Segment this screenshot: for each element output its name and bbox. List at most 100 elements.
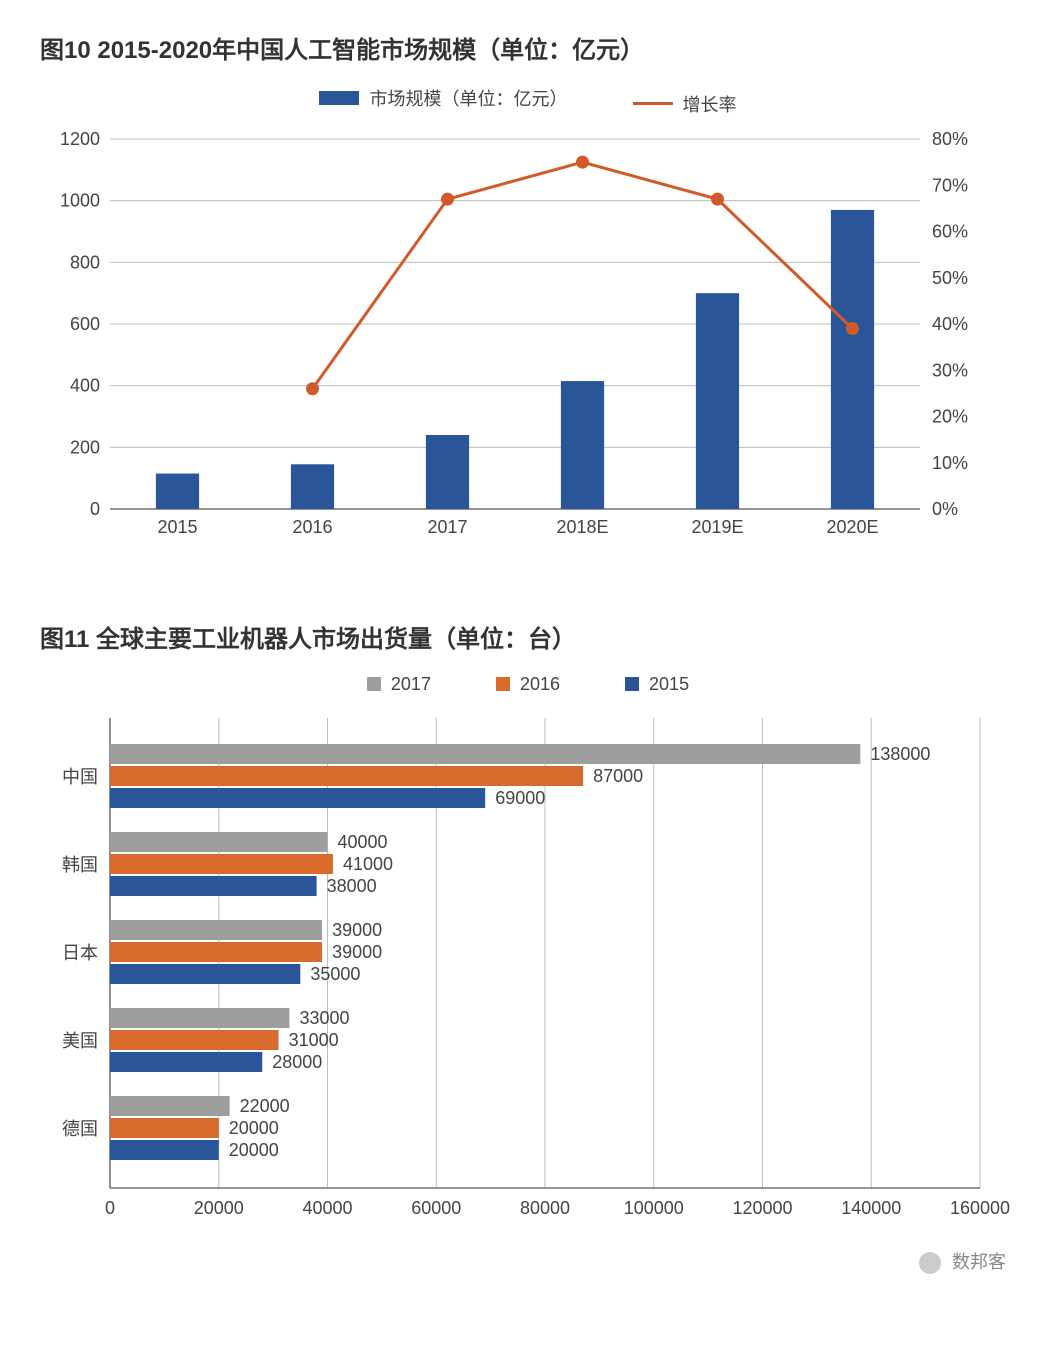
chart2-bar	[110, 832, 328, 852]
svg-text:0%: 0%	[932, 499, 958, 519]
svg-text:33000: 33000	[299, 1008, 349, 1028]
svg-text:100000: 100000	[624, 1198, 684, 1218]
chart2-bar	[110, 1030, 279, 1050]
chart2-bar	[110, 1008, 289, 1028]
chart1-legend-bar-label: 市场规模（单位：亿元）	[369, 85, 567, 111]
svg-text:20000: 20000	[229, 1140, 279, 1160]
chart2-bar	[110, 1052, 262, 1072]
wechat-icon	[919, 1252, 941, 1274]
svg-text:0: 0	[90, 499, 100, 519]
svg-text:美国: 美国	[62, 1031, 98, 1051]
svg-text:22000: 22000	[240, 1096, 290, 1116]
svg-text:39000: 39000	[332, 942, 382, 962]
chart1-bar	[696, 293, 739, 509]
svg-text:中国: 中国	[62, 767, 98, 787]
svg-text:800: 800	[70, 252, 100, 272]
chart1-marker	[307, 382, 319, 394]
svg-text:德国: 德国	[62, 1119, 98, 1139]
svg-text:120000: 120000	[732, 1198, 792, 1218]
svg-text:1200: 1200	[60, 129, 100, 149]
svg-text:31000: 31000	[289, 1030, 339, 1050]
svg-text:40000: 40000	[302, 1198, 352, 1218]
chart1-bar	[156, 473, 199, 508]
svg-text:140000: 140000	[841, 1198, 901, 1218]
svg-text:韩国: 韩国	[62, 855, 98, 875]
chart2-bar	[110, 920, 322, 940]
svg-text:50%: 50%	[932, 267, 968, 287]
svg-text:40%: 40%	[932, 314, 968, 334]
svg-text:1000: 1000	[60, 190, 100, 210]
svg-text:138000: 138000	[870, 744, 930, 764]
chart2-legend-label-2017: 2017	[391, 674, 431, 695]
footer: 数邦客	[40, 1248, 1016, 1274]
svg-text:70%: 70%	[932, 175, 968, 195]
chart2-bar	[110, 876, 317, 896]
chart2-legend-2015: 2015	[625, 674, 689, 695]
svg-text:80000: 80000	[520, 1198, 570, 1218]
swatch-2016	[496, 677, 510, 691]
chart1-bar	[561, 381, 604, 509]
chart1-bar	[291, 464, 334, 509]
line-swatch	[633, 102, 673, 105]
svg-text:0: 0	[105, 1198, 115, 1218]
svg-text:日本: 日本	[62, 943, 98, 963]
svg-text:39000: 39000	[332, 920, 382, 940]
chart1-legend-line-label: 增长率	[683, 91, 737, 117]
svg-text:80%: 80%	[932, 129, 968, 149]
chart2-bar	[110, 854, 333, 874]
bar-swatch	[319, 91, 359, 105]
svg-text:20000: 20000	[194, 1198, 244, 1218]
svg-text:38000: 38000	[327, 876, 377, 896]
chart2-legend-2016: 2016	[496, 674, 560, 695]
chart2-legend-label-2016: 2016	[520, 674, 560, 695]
svg-text:200: 200	[70, 437, 100, 457]
chart1-bar	[831, 209, 874, 508]
svg-text:2015: 2015	[157, 517, 197, 537]
chart1-marker	[442, 193, 454, 205]
chart1-marker	[847, 322, 859, 334]
chart1-title: 图10 2015-2020年中国人工智能市场规模（单位：亿元）	[40, 30, 1016, 65]
footer-text: 数邦客	[952, 1252, 1006, 1272]
chart1-legend-bar: 市场规模（单位：亿元）	[319, 85, 567, 111]
svg-text:30%: 30%	[932, 360, 968, 380]
svg-text:2020E: 2020E	[826, 517, 878, 537]
svg-text:60%: 60%	[932, 221, 968, 241]
chart1-bar	[426, 435, 469, 509]
svg-text:60000: 60000	[411, 1198, 461, 1218]
chart2-legend: 2017 2016 2015	[40, 674, 1016, 697]
svg-text:400: 400	[70, 375, 100, 395]
svg-text:40000: 40000	[338, 832, 388, 852]
svg-text:160000: 160000	[950, 1198, 1010, 1218]
chart2-title: 图11 全球主要工业机器人市场出货量（单位：台）	[40, 619, 1016, 654]
svg-text:41000: 41000	[343, 854, 393, 874]
chart2-bar	[110, 964, 300, 984]
chart2-bar	[110, 766, 583, 786]
svg-text:2018E: 2018E	[556, 517, 608, 537]
svg-text:35000: 35000	[310, 964, 360, 984]
chart2-legend-2017: 2017	[367, 674, 431, 695]
chart2-bar	[110, 1096, 230, 1116]
chart2-svg: 0 20000 40000 60000 80000 100000 120000 140000 1…	[40, 708, 1010, 1228]
chart1-line	[313, 162, 853, 389]
svg-text:87000: 87000	[593, 766, 643, 786]
svg-text:20%: 20%	[932, 406, 968, 426]
chart1-svg: 0 200 400 600 800 1000 1200 0% 10% 20% 30% 40% 50% 60…	[40, 129, 1000, 549]
chart2-bar	[110, 744, 860, 764]
chart1-marker	[712, 193, 724, 205]
chart2-bar	[110, 1140, 219, 1160]
svg-text:600: 600	[70, 314, 100, 334]
swatch-2015	[625, 677, 639, 691]
svg-text:2019E: 2019E	[691, 517, 743, 537]
chart1-marker	[577, 156, 589, 168]
chart2-bar	[110, 788, 485, 808]
chart2-legend-label-2015: 2015	[649, 674, 689, 695]
svg-text:10%: 10%	[932, 452, 968, 472]
svg-text:69000: 69000	[495, 788, 545, 808]
svg-text:20000: 20000	[229, 1118, 279, 1138]
swatch-2017	[367, 677, 381, 691]
chart1-legend-line: 增长率	[633, 91, 737, 117]
svg-text:28000: 28000	[272, 1052, 322, 1072]
chart2-bar	[110, 942, 322, 962]
chart1-legend: 市场规模（单位：亿元） 增长率	[40, 85, 1016, 117]
chart2-bar	[110, 1118, 219, 1138]
